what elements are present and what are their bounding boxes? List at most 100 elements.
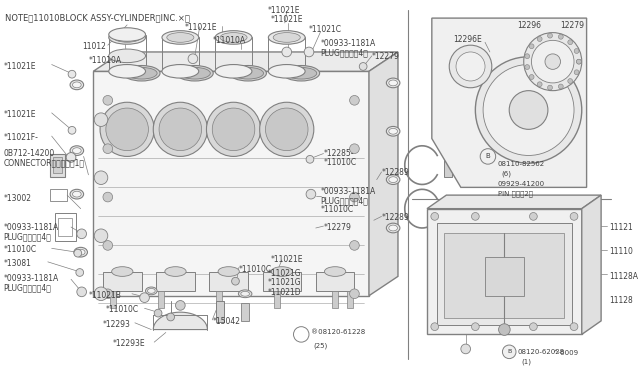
Bar: [347, 291, 353, 308]
Text: *15042: *15042: [212, 317, 240, 326]
Circle shape: [77, 287, 86, 297]
Ellipse shape: [145, 287, 157, 295]
Circle shape: [100, 102, 154, 157]
Circle shape: [545, 54, 561, 69]
Text: ^·0009: ^·0009: [553, 350, 579, 356]
Bar: [262, 272, 301, 291]
Text: *11021B: *11021B: [88, 291, 122, 300]
Text: 12279: 12279: [561, 21, 584, 30]
Text: *12293E: *12293E: [113, 339, 145, 348]
Circle shape: [68, 70, 76, 78]
Circle shape: [529, 74, 534, 79]
Circle shape: [529, 212, 537, 220]
Bar: [216, 301, 224, 322]
Text: *12289: *12289: [381, 168, 410, 177]
Circle shape: [77, 229, 86, 239]
Polygon shape: [427, 195, 601, 209]
Bar: [52, 157, 62, 173]
Text: PIN ピン（2）: PIN ピン（2）: [498, 190, 532, 197]
Bar: [332, 291, 338, 308]
Circle shape: [74, 249, 82, 257]
Bar: [93, 71, 369, 296]
Circle shape: [349, 192, 359, 202]
Circle shape: [577, 59, 581, 64]
Circle shape: [349, 144, 359, 154]
Text: *11010C: *11010C: [321, 205, 354, 214]
Ellipse shape: [109, 64, 145, 78]
Text: *11021E: *11021E: [270, 255, 303, 264]
Circle shape: [94, 287, 108, 301]
Bar: [109, 291, 116, 308]
Ellipse shape: [268, 31, 305, 44]
Text: *12279: *12279: [372, 52, 400, 61]
Circle shape: [461, 344, 470, 354]
Circle shape: [304, 47, 314, 57]
Circle shape: [476, 57, 582, 163]
Circle shape: [260, 102, 314, 157]
Circle shape: [529, 44, 534, 49]
Ellipse shape: [167, 33, 194, 42]
Circle shape: [577, 59, 581, 64]
Bar: [241, 304, 249, 321]
Ellipse shape: [179, 67, 211, 79]
Text: 0B712-14200: 0B712-14200: [3, 149, 54, 158]
Circle shape: [499, 324, 510, 336]
Bar: [274, 291, 280, 308]
Text: B: B: [486, 153, 490, 160]
Circle shape: [558, 34, 563, 39]
Text: 12296E: 12296E: [453, 35, 482, 44]
Text: 11110: 11110: [609, 247, 633, 256]
Ellipse shape: [387, 78, 400, 88]
Text: B: B: [507, 349, 511, 354]
Bar: [54, 214, 76, 241]
Bar: [485, 257, 524, 296]
Circle shape: [103, 241, 113, 250]
Ellipse shape: [215, 31, 252, 44]
Bar: [444, 155, 452, 177]
Circle shape: [266, 108, 308, 151]
Ellipse shape: [113, 33, 141, 42]
Text: 11121: 11121: [609, 223, 632, 232]
Text: *13081: *13081: [3, 259, 31, 268]
Ellipse shape: [70, 189, 84, 199]
Text: *11010C: *11010C: [238, 265, 271, 274]
Ellipse shape: [70, 80, 84, 90]
Ellipse shape: [126, 67, 157, 79]
Circle shape: [570, 323, 578, 331]
Text: *00933-1181A: *00933-1181A: [3, 223, 59, 232]
Circle shape: [472, 212, 479, 220]
Text: *11010A: *11010A: [212, 36, 245, 45]
Circle shape: [456, 52, 485, 81]
Ellipse shape: [218, 267, 239, 276]
Text: PLUGプラグ（4）: PLUGプラグ（4）: [321, 48, 369, 57]
Circle shape: [140, 293, 149, 302]
Text: *12293: *12293: [103, 320, 131, 329]
Circle shape: [94, 171, 108, 185]
Circle shape: [529, 323, 537, 331]
Text: *12285-: *12285-: [323, 149, 354, 158]
Circle shape: [531, 40, 574, 83]
Circle shape: [483, 64, 574, 155]
Ellipse shape: [124, 65, 160, 81]
Ellipse shape: [230, 65, 266, 81]
Circle shape: [232, 278, 239, 285]
Circle shape: [480, 149, 495, 164]
Polygon shape: [432, 18, 587, 187]
Text: (1): (1): [522, 359, 532, 365]
Bar: [50, 189, 67, 201]
Circle shape: [175, 301, 185, 310]
Ellipse shape: [387, 223, 400, 233]
Bar: [444, 233, 564, 318]
Circle shape: [630, 290, 640, 302]
Text: *13002: *13002: [3, 194, 31, 203]
Ellipse shape: [271, 267, 292, 276]
Ellipse shape: [72, 191, 81, 197]
Bar: [444, 204, 452, 225]
Ellipse shape: [220, 33, 247, 42]
Circle shape: [153, 102, 207, 157]
Ellipse shape: [109, 49, 145, 62]
Bar: [216, 291, 222, 308]
Circle shape: [548, 85, 552, 90]
Circle shape: [548, 33, 552, 38]
Circle shape: [431, 323, 438, 331]
